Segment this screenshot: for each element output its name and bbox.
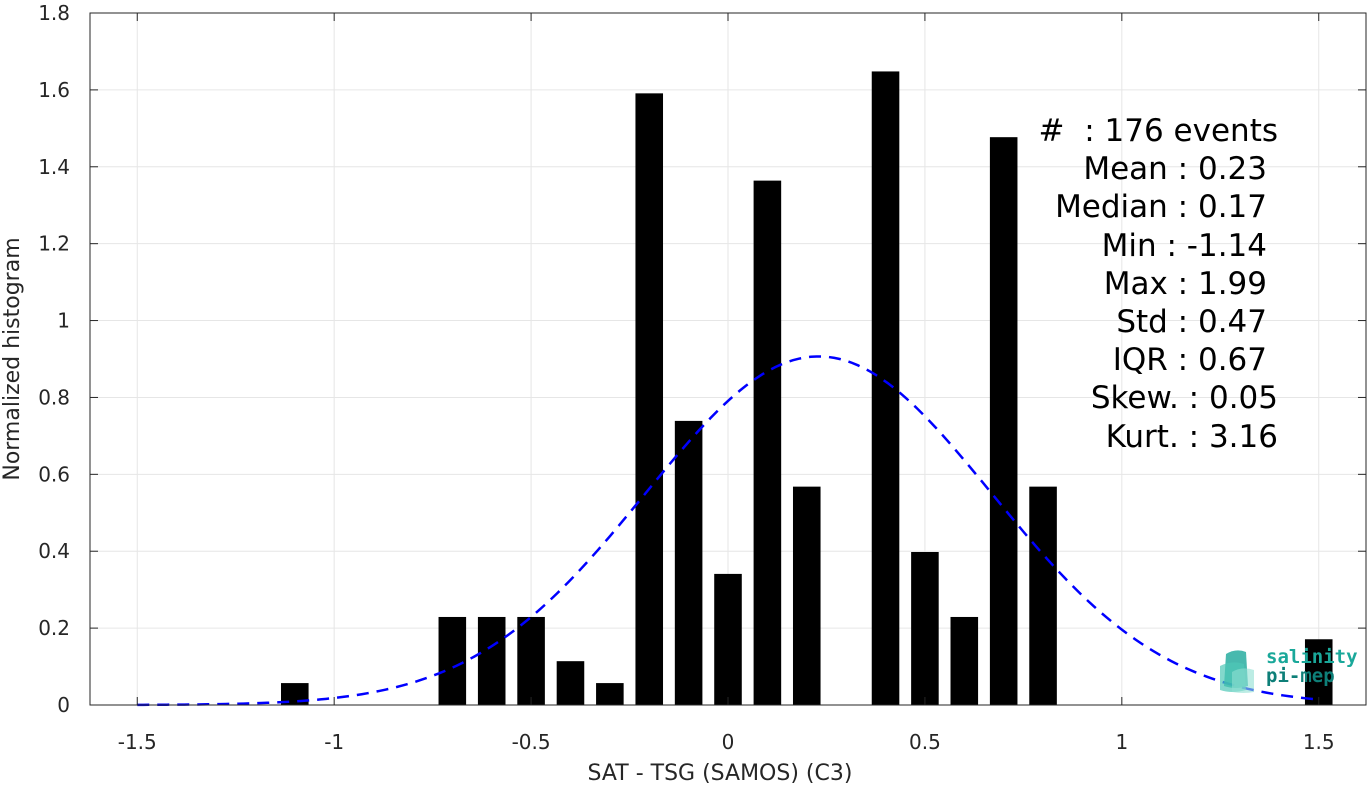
stat-iqr: IQR : 0.67 bbox=[1112, 342, 1267, 379]
y-tick-label: 0 bbox=[57, 693, 70, 717]
y-tick-label: 1.6 bbox=[38, 78, 70, 102]
bar bbox=[477, 616, 506, 705]
y-tick-label: 0.8 bbox=[38, 385, 70, 409]
y-tick-label: 0.4 bbox=[38, 539, 70, 563]
bar bbox=[556, 661, 585, 705]
x-tick-label: 1.5 bbox=[1303, 730, 1335, 754]
stat-count: # : 176 events bbox=[1038, 113, 1278, 149]
salinity-pimep-logo: salinity pi-mep bbox=[1218, 646, 1358, 696]
x-tick-label: -0.5 bbox=[512, 730, 551, 754]
stat-max: Max : 1.99 bbox=[1103, 265, 1267, 302]
bar bbox=[1304, 639, 1333, 705]
bar bbox=[871, 71, 900, 706]
logo-line-1: salinity bbox=[1266, 646, 1358, 668]
x-tick-label: -1 bbox=[324, 730, 344, 754]
x-tick-label: 0.5 bbox=[909, 730, 941, 754]
bar bbox=[714, 573, 742, 705]
fit-curve bbox=[137, 355, 1319, 707]
statistics-box: # : 176 events Mean : 0.23 Median : 0.17… bbox=[1000, 112, 1320, 456]
bar bbox=[911, 551, 939, 705]
bar bbox=[674, 420, 703, 705]
bar bbox=[635, 93, 664, 706]
stat-median: Median : 0.17 bbox=[1055, 189, 1267, 226]
logo-line-2: pi-mep bbox=[1266, 665, 1335, 687]
stat-std: Std : 0.47 bbox=[1116, 304, 1267, 341]
bar bbox=[989, 137, 1018, 706]
x-ticks: -1.5 -1 -0.5 0 0.5 1 1.5 bbox=[118, 13, 1335, 754]
bar bbox=[753, 180, 782, 705]
bar bbox=[596, 683, 624, 705]
y-tick-label: 1.4 bbox=[38, 155, 70, 179]
y-tick-label: 0.6 bbox=[38, 462, 70, 486]
bars bbox=[281, 71, 1333, 706]
stat-mean: Mean : 0.23 bbox=[1083, 151, 1267, 188]
y-tick-label: 0.2 bbox=[38, 616, 70, 640]
bar bbox=[517, 616, 545, 705]
bar bbox=[438, 616, 467, 705]
y-tick-label: 1.8 bbox=[38, 1, 70, 25]
normal-fit-line bbox=[137, 355, 1319, 707]
stat-min: Min : -1.14 bbox=[1101, 227, 1267, 264]
y-tick-label: 1 bbox=[57, 309, 70, 333]
bar bbox=[950, 616, 979, 705]
x-axis-label: SAT - TSG (SAMOS) (C3) bbox=[588, 761, 853, 785]
y-axis-label: Normalized histogram bbox=[0, 237, 25, 480]
stat-kurt: Kurt. : 3.16 bbox=[1105, 418, 1278, 455]
logo-text: salinity pi-mep bbox=[1266, 648, 1358, 686]
x-tick-label: 1 bbox=[1115, 730, 1128, 754]
y-ticks: 0 0.2 0.4 0.6 0.8 1 1.2 1.4 1.6 1.8 bbox=[38, 1, 1366, 717]
bar bbox=[281, 683, 309, 705]
y-tick-label: 1.2 bbox=[38, 232, 70, 256]
x-tick-label: -1.5 bbox=[118, 730, 157, 754]
bar bbox=[1029, 486, 1057, 705]
x-tick-label: 0 bbox=[722, 730, 735, 754]
stat-skew: Skew. : 0.05 bbox=[1090, 380, 1278, 417]
bar bbox=[792, 486, 821, 705]
logo-icon bbox=[1220, 650, 1254, 693]
